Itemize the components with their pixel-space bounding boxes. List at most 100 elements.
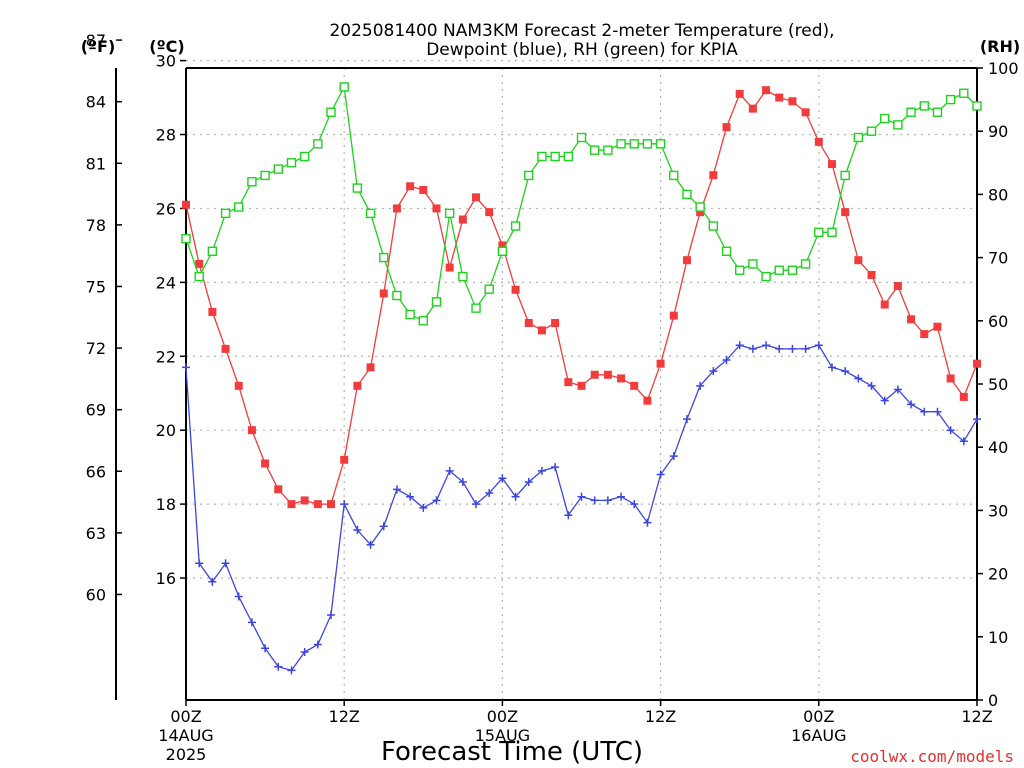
year-label: 2025 bbox=[166, 745, 207, 764]
temperature-point bbox=[617, 374, 626, 383]
dewpoint-point bbox=[907, 400, 916, 409]
relative-humidity-point bbox=[959, 88, 969, 98]
relative-humidity-point bbox=[181, 233, 191, 244]
dewpoint-point bbox=[788, 344, 797, 353]
relative-humidity-point bbox=[339, 82, 349, 92]
dewpoint-point bbox=[524, 477, 533, 486]
temperature-point bbox=[577, 381, 586, 390]
dewpoint-point bbox=[366, 540, 375, 549]
dewpoint-point bbox=[735, 341, 744, 350]
dewpoint-point bbox=[340, 500, 349, 509]
dewpoint-point bbox=[669, 452, 678, 461]
relative-humidity-point bbox=[669, 170, 679, 181]
dewpoint-point bbox=[696, 381, 705, 390]
temperature-point bbox=[854, 256, 863, 265]
temperature-point bbox=[195, 259, 204, 268]
chart-title-line-1: 2025081400 NAM3KM Forecast 2-meter Tempe… bbox=[329, 21, 834, 41]
temperature-point bbox=[696, 208, 705, 217]
relative-humidity-point bbox=[471, 303, 481, 313]
tick-label-fahrenheit: 84 bbox=[86, 93, 106, 112]
dewpoint-point bbox=[419, 503, 428, 512]
temperature-point bbox=[801, 108, 810, 117]
dewpoint-point bbox=[893, 385, 902, 394]
tick-label-fahrenheit: 60 bbox=[86, 585, 106, 604]
temperature-point bbox=[880, 300, 889, 309]
relative-humidity-point bbox=[945, 94, 956, 105]
dewpoint-point bbox=[630, 500, 639, 509]
relative-humidity-point bbox=[444, 208, 455, 219]
dewpoint-point bbox=[933, 407, 942, 416]
tick-label-x: 12Z bbox=[961, 707, 992, 726]
temperature-point bbox=[498, 241, 507, 250]
tick-label-fahrenheit: 81 bbox=[86, 154, 106, 173]
temperature-point bbox=[524, 319, 533, 328]
dewpoint-point bbox=[287, 666, 296, 675]
tick-label-x: 00Z bbox=[487, 707, 518, 726]
temperature-point bbox=[762, 86, 771, 95]
temperature-point bbox=[366, 363, 375, 372]
temperature-point bbox=[300, 496, 309, 505]
relative-humidity-point bbox=[234, 202, 244, 212]
tick-label-fahrenheit: 72 bbox=[86, 339, 106, 358]
dewpoint-point bbox=[867, 381, 876, 390]
dewpoint-point bbox=[498, 474, 507, 483]
tick-label-rh: 60 bbox=[988, 312, 1008, 331]
dewpoint-point bbox=[775, 344, 784, 353]
relative-humidity-point bbox=[880, 113, 890, 124]
dewpoint-point bbox=[801, 344, 810, 353]
temperature-point bbox=[814, 137, 823, 146]
relative-humidity-point bbox=[484, 284, 494, 294]
relative-humidity-point bbox=[194, 271, 204, 282]
dewpoint-point bbox=[551, 463, 560, 472]
temperature-point bbox=[841, 208, 850, 217]
dewpoint-point bbox=[722, 355, 731, 364]
dewpoint-point bbox=[827, 363, 836, 372]
temperature-point bbox=[669, 311, 678, 320]
temperature-point bbox=[709, 171, 718, 180]
dewpoint-point bbox=[458, 477, 467, 486]
temperature-point bbox=[682, 256, 691, 265]
temperature-point bbox=[933, 322, 942, 331]
series-relative-humidity bbox=[181, 82, 982, 326]
temperature-point bbox=[247, 426, 256, 435]
relative-humidity-point bbox=[352, 183, 363, 193]
temperature-point bbox=[458, 215, 467, 224]
rh-unit-label: (RH) bbox=[980, 37, 1020, 56]
relative-humidity-point bbox=[563, 151, 574, 162]
temperature-point bbox=[643, 396, 652, 405]
temperature-point bbox=[419, 185, 428, 194]
dewpoint-point bbox=[472, 500, 481, 509]
tick-label-x: 00Z bbox=[803, 707, 834, 726]
temperature-point bbox=[656, 359, 665, 368]
temperature-point bbox=[788, 97, 797, 106]
tick-label-fahrenheit: 87 bbox=[86, 31, 106, 50]
relative-humidity-point bbox=[589, 145, 600, 155]
dewpoint-point bbox=[920, 407, 929, 416]
relative-humidity-point bbox=[919, 101, 929, 111]
relative-humidity-point bbox=[537, 151, 547, 162]
temperature-point bbox=[867, 270, 876, 279]
temperature-point bbox=[564, 378, 573, 387]
temperature-point bbox=[392, 204, 401, 213]
temperature-point bbox=[603, 370, 612, 379]
temperature-point bbox=[511, 285, 520, 294]
relative-humidity-point bbox=[365, 208, 376, 219]
relative-humidity-point bbox=[458, 271, 468, 282]
dewpoint-point bbox=[353, 525, 362, 534]
credit-text: coolwx.com/models bbox=[850, 747, 1014, 766]
temperature-point bbox=[959, 392, 968, 401]
tick-label-rh: 90 bbox=[988, 122, 1008, 141]
temperature-point bbox=[445, 263, 454, 272]
relative-humidity-point bbox=[247, 177, 257, 187]
dewpoint-point bbox=[617, 492, 626, 501]
relative-humidity-point bbox=[735, 265, 745, 275]
relative-humidity-point bbox=[893, 120, 903, 130]
tick-label-fahrenheit: 75 bbox=[86, 277, 106, 296]
tick-label-celsius: 26 bbox=[156, 199, 176, 218]
temperature-point bbox=[630, 381, 639, 390]
relative-humidity-point bbox=[827, 227, 837, 238]
dewpoint-point bbox=[603, 496, 612, 505]
tick-label-fahrenheit: 63 bbox=[86, 524, 106, 543]
relative-humidity-point bbox=[286, 158, 297, 168]
series-temperature bbox=[182, 86, 981, 509]
